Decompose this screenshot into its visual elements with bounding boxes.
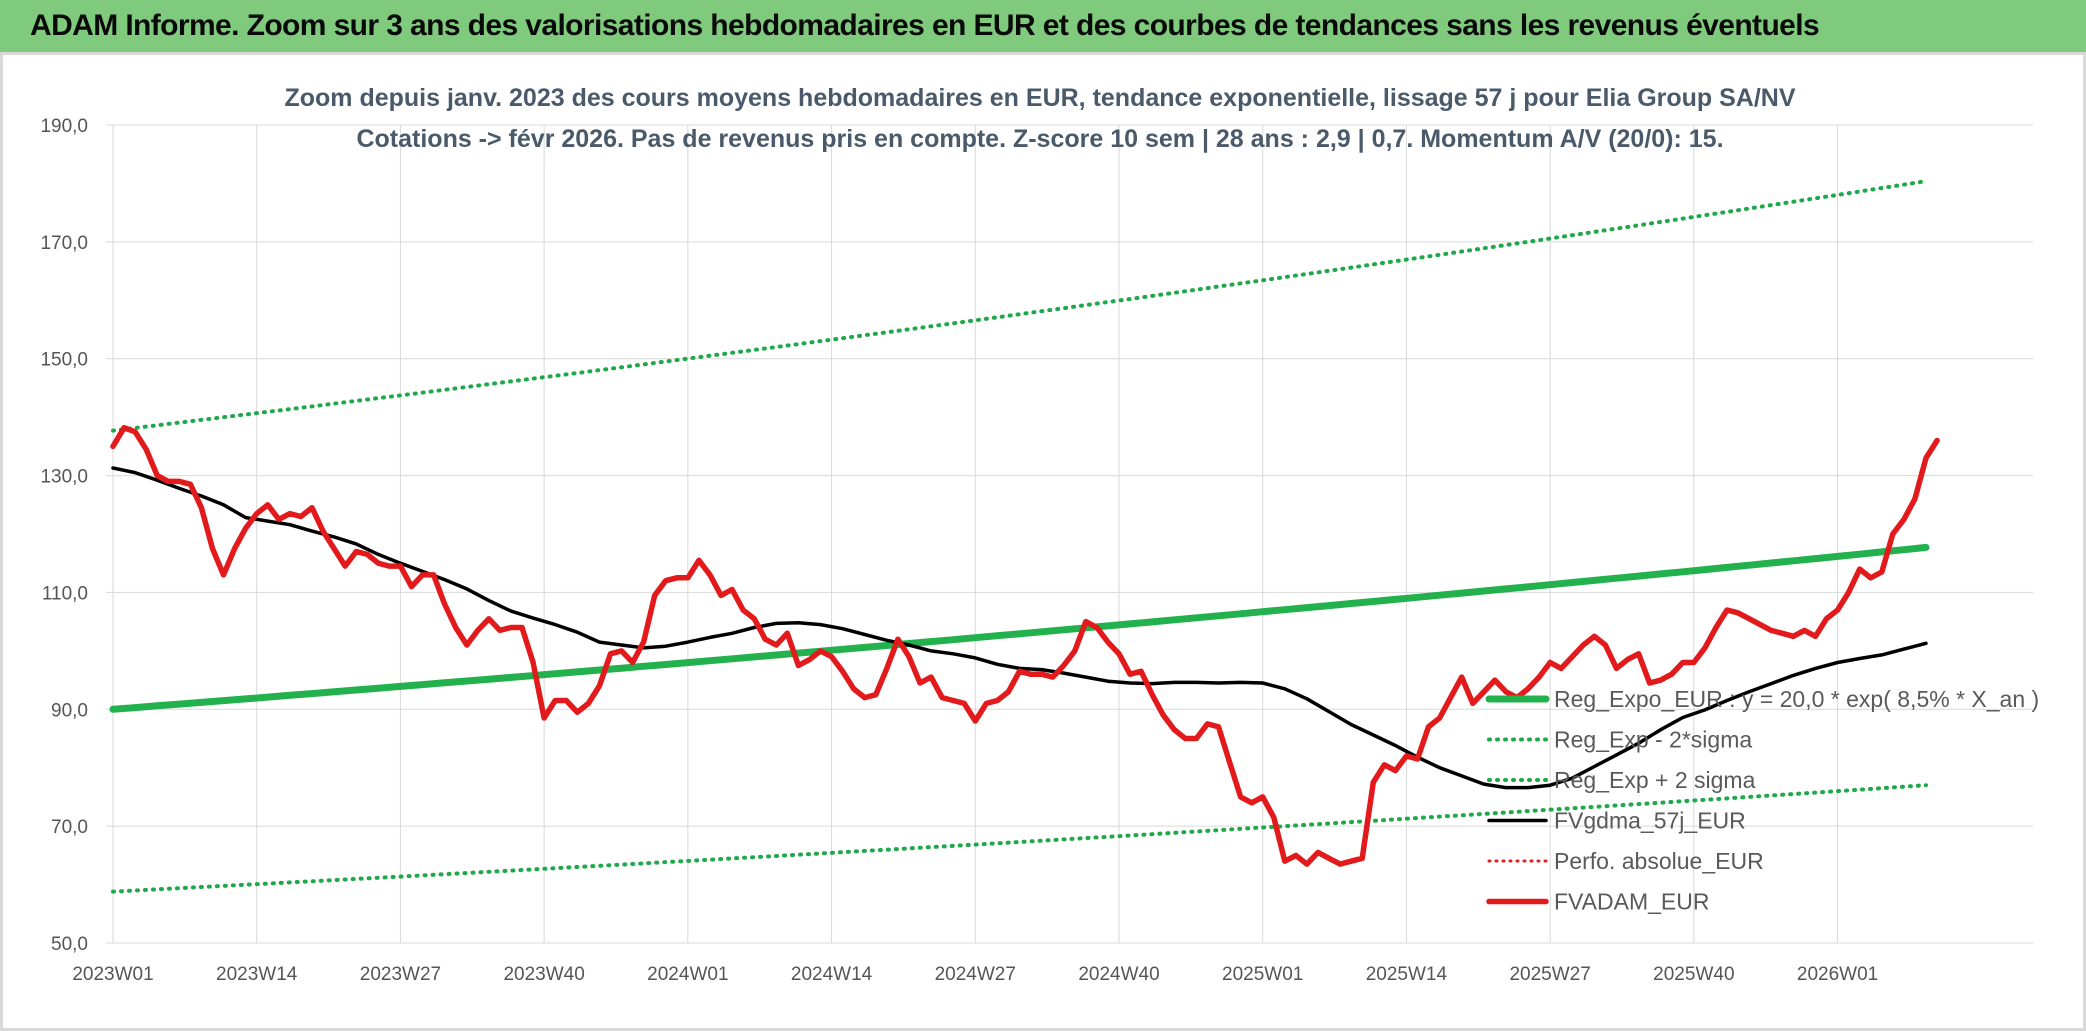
x-tick-label: 2025W14	[1366, 964, 1448, 985]
reg-minus-2sigma-line	[111, 783, 1928, 894]
y-axis-ticks: 50,0 70,0 90,0 110,0 130,0 150,0 170,0 190,0	[40, 116, 88, 955]
x-tick-label: 2026W01	[1797, 964, 1878, 985]
chart-frame: Zoom depuis janv. 2023 des cours moyens …	[0, 52, 2086, 1031]
y-tick-label: 50,0	[51, 934, 88, 955]
report-banner-title: ADAM Informe. Zoom sur 3 ans des valoris…	[30, 9, 1820, 42]
report-banner: ADAM Informe. Zoom sur 3 ans des valoris…	[0, 0, 2086, 52]
grid-layer	[106, 124, 2033, 944]
y-tick-label: 150,0	[40, 350, 88, 371]
y-tick-label: 90,0	[51, 700, 88, 721]
chart-subtitle: Cotations -> févr 2026. Pas de revenus p…	[356, 125, 1723, 153]
x-tick-label: 2024W40	[1078, 964, 1159, 985]
chart-title: Zoom depuis janv. 2023 des cours moyens …	[284, 84, 1795, 112]
y-tick-label: 190,0	[40, 116, 88, 137]
legend-label: Reg_Exp + 2 sigma	[1554, 767, 1756, 793]
x-axis-ticks: 2023W01 2023W14 2023W27 2023W40 2024W01 2024W…	[72, 964, 1878, 985]
x-tick-label: 2025W27	[1509, 964, 1590, 985]
legend-label: Reg_Expo_EUR : y = 20,0 * exp( 8,5% * X_…	[1554, 686, 2039, 712]
x-tick-label: 2024W14	[791, 964, 873, 985]
y-tick-label: 110,0	[42, 583, 88, 604]
y-tick-label: 130,0	[40, 467, 88, 488]
reg-plus-2sigma-line	[111, 179, 1928, 433]
legend-label: FVADAM_EUR	[1554, 889, 1710, 915]
x-tick-label: 2023W01	[72, 964, 153, 985]
fvadam-line	[110, 424, 1940, 867]
series-layer	[109, 179, 1940, 894]
fvgdma-line	[111, 466, 1928, 790]
x-tick-label: 2023W27	[360, 964, 441, 985]
legend-label: Reg_Exp - 2*sigma	[1554, 727, 1752, 753]
legend-label: FVgdma_57j_EUR	[1554, 808, 1746, 834]
y-tick-label: 70,0	[51, 817, 88, 838]
legend: Reg_Expo_EUR : y = 20,0 * exp( 8,5% * X_…	[1485, 686, 2039, 915]
x-tick-label: 2024W27	[935, 964, 1016, 985]
line-chart: Zoom depuis janv. 2023 des cours moyens …	[40, 84, 2039, 985]
x-tick-label: 2023W40	[503, 964, 584, 985]
x-tick-label: 2023W14	[216, 964, 298, 985]
reg-expo-line	[109, 543, 1930, 713]
x-tick-label: 2025W01	[1222, 964, 1303, 985]
x-tick-label: 2024W01	[647, 964, 728, 985]
x-tick-label: 2025W40	[1653, 964, 1734, 985]
legend-label: Perfo. absolue_EUR	[1554, 848, 1764, 874]
y-tick-label: 170,0	[40, 233, 88, 254]
